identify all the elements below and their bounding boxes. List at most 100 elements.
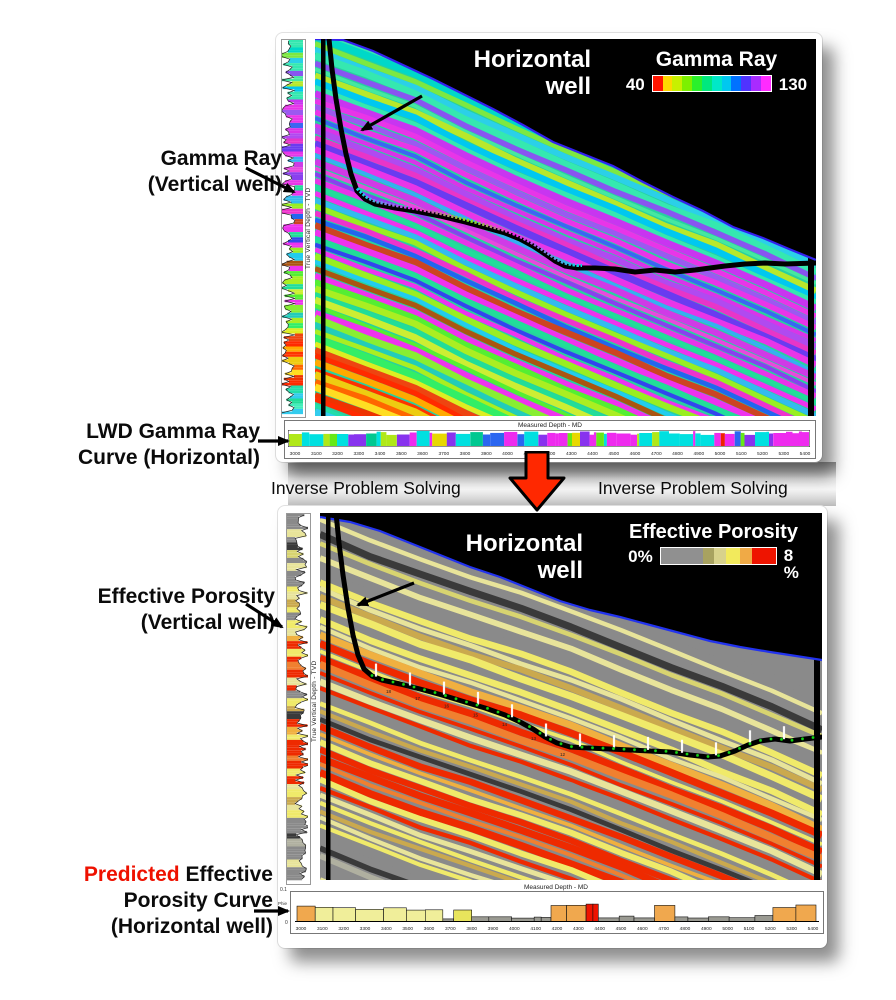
top-horizontal-well-annotation: Horizontal well [451, 46, 591, 100]
svg-text:3300: 3300 [360, 926, 371, 932]
svg-text:14: 14 [502, 722, 508, 727]
svg-text:4100: 4100 [530, 926, 541, 932]
porosity-log-strip-svg [287, 514, 308, 881]
svg-text:4000: 4000 [502, 451, 513, 457]
svg-text:3000: 3000 [290, 451, 301, 457]
effpor-label-line1: Effective Porosity [97, 585, 275, 608]
bottom-md-ticks-svg: 3000 3100 3200 3300 3400 3500 3600 3700 3800 3900… [296, 926, 819, 932]
svg-text:4400: 4400 [587, 451, 598, 457]
gamma-vertical-label-line1: Gamma Ray [160, 147, 282, 170]
svg-text:3800: 3800 [460, 451, 471, 457]
svg-text:17: 17 [415, 696, 421, 701]
effpor-label-line2: (Vertical well) [140, 611, 275, 634]
gamma-colorbar-segment [711, 76, 722, 91]
svg-text:5000: 5000 [722, 926, 733, 932]
svg-text:3900: 3900 [481, 451, 492, 457]
svg-text:3900: 3900 [488, 926, 499, 932]
effective-porosity-panel: True Vertical Depth - TVD 18 17 16 15 14 13 12… [278, 506, 827, 948]
lwd-gamma-barcode-svg [288, 430, 810, 447]
svg-text:3400: 3400 [381, 926, 392, 932]
gamma-colorbar-segment [760, 76, 771, 91]
svg-text:5300: 5300 [778, 451, 789, 457]
phie-y-min-label: 0 [285, 920, 288, 926]
gamma-cross-section-panel [315, 39, 816, 416]
svg-text:5200: 5200 [765, 926, 776, 932]
gamma-colorbar-segment [721, 76, 732, 91]
svg-text:4700: 4700 [651, 451, 662, 457]
porosity-colorbar-segment [751, 548, 776, 564]
svg-text:3000: 3000 [296, 926, 307, 932]
effpor-callout-arrow [245, 602, 284, 629]
predicted-phie-curve-label: Predicted Effective Porosity Curve (Hori… [28, 862, 273, 940]
porosity-cross-section-panel: 18 17 16 15 14 13 12 [320, 513, 822, 880]
svg-text:4300: 4300 [566, 451, 577, 457]
gamma-colorbar-segment [682, 76, 693, 91]
porosity-colorbar-segment [713, 548, 727, 564]
svg-text:4200: 4200 [552, 926, 563, 932]
top-annotation-line1: Horizontal [473, 46, 591, 73]
svg-text:4700: 4700 [658, 926, 669, 932]
svg-text:4400: 4400 [594, 926, 605, 932]
svg-text:4000: 4000 [509, 926, 520, 932]
gamma-ray-colorbar [651, 75, 772, 92]
porosity-legend-title: Effective Porosity [629, 521, 798, 543]
gamma-colorbar-segment [672, 76, 683, 91]
porosity-legend-max-unit: % [783, 563, 799, 582]
predicted-phie-strip-box: 3000 3100 3200 3300 3400 3500 3600 3700 3800 3900… [290, 891, 824, 934]
svg-text:3300: 3300 [353, 451, 364, 457]
gamma-legend-max: 130 [778, 75, 808, 94]
gamma-colorbar-segment [692, 76, 702, 91]
gamma-legend-min: 40 [625, 75, 645, 94]
gamma-ray-legend-title: Gamma Ray [655, 48, 778, 71]
gamma-vertical-callout-arrow [245, 166, 296, 194]
vertical-well-gamma-log-strip [281, 39, 306, 418]
svg-text:5100: 5100 [744, 926, 755, 932]
porosity-legend-min: 0% [628, 547, 653, 566]
svg-text:5400: 5400 [808, 926, 819, 932]
inverse-problem-solving-left: Inverse Problem Solving [271, 478, 461, 498]
svg-text:4800: 4800 [680, 926, 691, 932]
porosity-colorbar-segment [703, 548, 714, 564]
top-annotation-arrow [360, 94, 423, 132]
svg-text:4900: 4900 [693, 451, 704, 457]
predicted-rest: Effective [185, 863, 273, 886]
gamma-ray-panel: True Vertical Depth - TVD Horizontal wel… [276, 33, 822, 462]
svg-text:3500: 3500 [402, 926, 413, 932]
gamma-colorbar-segment [731, 76, 742, 91]
gamma-colorbar-segment [741, 76, 752, 91]
svg-text:4900: 4900 [701, 926, 712, 932]
svg-text:4200: 4200 [545, 451, 556, 457]
gamma-cross-section-svg [315, 39, 816, 416]
svg-text:5300: 5300 [786, 926, 797, 932]
phie-y-max-label: 0.1 [280, 887, 287, 893]
svg-text:4500: 4500 [616, 926, 627, 932]
bottom-tvd-axis-title: True Vertical Depth - TVD [311, 660, 318, 742]
predicted-word: Predicted [83, 863, 180, 886]
svg-text:5100: 5100 [736, 451, 747, 457]
svg-text:4800: 4800 [672, 451, 683, 457]
bottom-annotation-line1: Horizontal [465, 530, 583, 557]
predicted-label-line1: Predicted Effective [28, 862, 273, 888]
porosity-colorbar-segment [740, 548, 752, 564]
lwd-callout-arrow [258, 436, 290, 446]
workflow-down-arrow [508, 451, 566, 512]
gamma-vertical-label-line2: (Vertical well) [147, 173, 282, 196]
top-md-axis-title: Measured Depth - MD [518, 422, 582, 429]
svg-text:15: 15 [473, 712, 479, 717]
svg-text:4300: 4300 [573, 926, 584, 932]
predicted-label-line3: (Horizontal well) [110, 915, 273, 938]
gamma-ray-legend: Gamma Ray 40 130 [614, 48, 819, 95]
svg-text:4500: 4500 [608, 451, 619, 457]
bottom-annotation-arrow [356, 581, 415, 607]
svg-text:3700: 3700 [438, 451, 449, 457]
predicted-phie-curve-svg [295, 903, 819, 922]
lwd-label-line1: LWD Gamma Ray [86, 420, 260, 443]
svg-text:3200: 3200 [332, 451, 343, 457]
svg-text:3800: 3800 [466, 926, 477, 932]
bottom-annotation-line2: well [537, 557, 583, 584]
svg-text:4600: 4600 [637, 926, 648, 932]
svg-text:3400: 3400 [375, 451, 386, 457]
gamma-log-strip-svg [282, 40, 303, 415]
bottom-horizontal-well-annotation: Horizontal well [438, 530, 583, 584]
